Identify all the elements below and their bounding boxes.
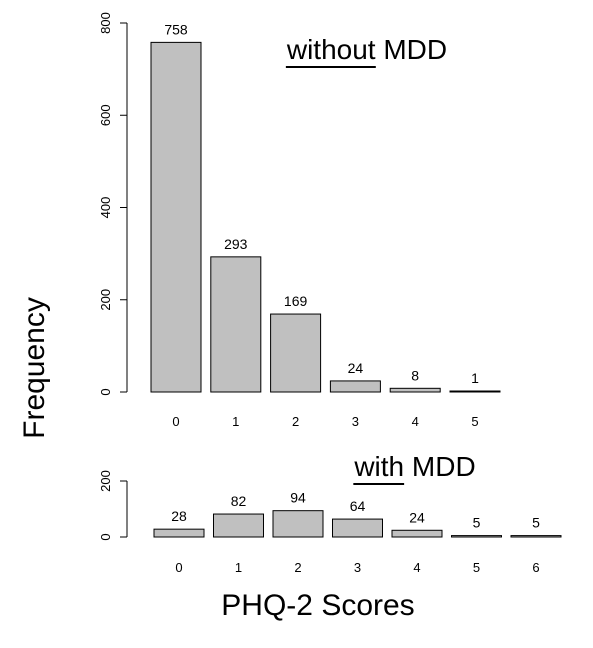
panel-with-mdd: with MDD 0 200 28 82 94 64 24 5 5 0 1 2 3 4 5 6 bbox=[98, 451, 562, 575]
panel-title-without-mdd: without MDD bbox=[285, 34, 447, 68]
data-label: 758 bbox=[164, 21, 188, 37]
svg-text:without MDD: without MDD bbox=[286, 34, 447, 65]
y-tick-label: 0 bbox=[98, 388, 113, 395]
bar-with-mdd-4 bbox=[391, 529, 443, 538]
bar-with-mdd-6 bbox=[510, 535, 562, 538]
x-tick-label: 2 bbox=[292, 414, 299, 429]
data-label: 1 bbox=[471, 370, 479, 386]
data-label: 64 bbox=[350, 498, 366, 514]
data-label: 5 bbox=[473, 515, 481, 531]
bar-without-mdd-3 bbox=[329, 380, 381, 393]
x-tick-label: 5 bbox=[473, 560, 480, 575]
title-underlined-word: with bbox=[353, 451, 404, 482]
y-tick-label: 0 bbox=[98, 533, 113, 540]
y-tick-label: 200 bbox=[98, 289, 113, 311]
y-tick-label: 200 bbox=[98, 470, 113, 492]
x-tick-label: 4 bbox=[413, 560, 420, 575]
x-tick-label: 2 bbox=[294, 560, 301, 575]
bar-without-mdd-5 bbox=[449, 390, 501, 393]
bar-with-mdd-2 bbox=[272, 510, 324, 538]
data-label: 5 bbox=[532, 515, 540, 531]
bar-without-mdd-2 bbox=[270, 313, 322, 393]
data-label: 293 bbox=[224, 236, 248, 252]
x-tick-label: 5 bbox=[471, 414, 478, 429]
y-tick-label: 600 bbox=[98, 104, 113, 126]
x-tick-label: 6 bbox=[532, 560, 539, 575]
title-rest: MDD bbox=[412, 451, 476, 482]
data-label: 24 bbox=[348, 360, 364, 376]
bar-with-mdd-3 bbox=[332, 518, 383, 538]
title-underlined-word: without bbox=[286, 34, 376, 65]
x-axis-title: PHQ-2 Scores bbox=[221, 589, 414, 622]
x-tick-label: 3 bbox=[354, 560, 361, 575]
y-tick-label: 400 bbox=[98, 197, 113, 219]
bar-without-mdd-1 bbox=[210, 256, 262, 393]
bar-with-mdd-1 bbox=[213, 513, 264, 538]
svg-text:with MDD: with MDD bbox=[353, 451, 475, 482]
x-tick-label: 4 bbox=[412, 414, 419, 429]
title-rest: MDD bbox=[383, 34, 447, 65]
data-label: 82 bbox=[231, 493, 247, 509]
data-label: 169 bbox=[284, 293, 308, 309]
bar-without-mdd-4 bbox=[389, 387, 441, 393]
bar-with-mdd-5 bbox=[451, 535, 502, 538]
bar-with-mdd-0 bbox=[153, 528, 205, 538]
data-label: 8 bbox=[411, 367, 419, 383]
data-label: 94 bbox=[290, 490, 306, 506]
y-axis-title: Frequency bbox=[18, 297, 51, 439]
x-tick-label: 0 bbox=[172, 414, 179, 429]
x-tick-label: 1 bbox=[232, 414, 239, 429]
data-label: 24 bbox=[409, 509, 425, 525]
data-label: 28 bbox=[171, 508, 187, 524]
x-tick-label: 1 bbox=[235, 560, 242, 575]
x-tick-label: 0 bbox=[175, 560, 182, 575]
bar-without-mdd-0 bbox=[150, 41, 202, 393]
panel-title-with-mdd: with MDD bbox=[353, 451, 476, 485]
y-tick-label: 800 bbox=[98, 12, 113, 34]
x-tick-label: 3 bbox=[352, 414, 359, 429]
